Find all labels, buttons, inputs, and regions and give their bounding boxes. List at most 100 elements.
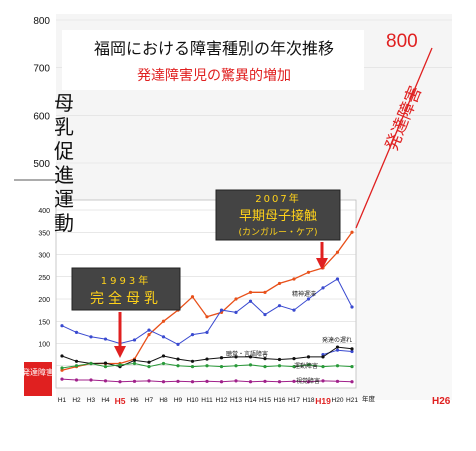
series-point-1 xyxy=(89,335,93,339)
x-tick-label: H5 xyxy=(115,396,126,406)
series-point-5 xyxy=(234,379,238,383)
annotation-2007-year: 2007年 xyxy=(255,192,300,205)
series-point-3 xyxy=(161,354,166,358)
y-tick-lower: 350 xyxy=(38,230,50,237)
title-box xyxy=(62,30,364,90)
series-point-1 xyxy=(60,324,64,328)
series-point-1 xyxy=(219,308,224,312)
annotation-2007-sub: (カンガルー・ケア) xyxy=(238,227,317,238)
x-tick-label: H7 xyxy=(145,397,154,404)
chart-title: 福岡における障害種別の年次推移 xyxy=(94,39,334,58)
series-point-3 xyxy=(321,355,325,359)
series-point-1 xyxy=(74,330,79,334)
x-extra-label: 年度 xyxy=(362,394,376,403)
series-point-1 xyxy=(234,310,238,314)
series-point-5 xyxy=(103,379,108,383)
series-point-4 xyxy=(147,365,151,369)
series-label-hearing: 聴覚・言語障害 xyxy=(226,350,268,358)
series-point-3 xyxy=(74,359,79,363)
series-point-3 xyxy=(176,357,180,361)
annotation-1993-box xyxy=(71,267,181,311)
series-point-1 xyxy=(306,297,311,301)
series-label-intellectual: 精神遅滞 xyxy=(292,290,316,298)
series-point-5 xyxy=(205,379,209,383)
series-point-5 xyxy=(292,379,296,383)
series-point-4 xyxy=(205,364,209,368)
series-point-4 xyxy=(234,364,238,368)
x-tick-label: H4 xyxy=(101,397,110,404)
series-point-0 xyxy=(277,281,282,286)
series-point-0 xyxy=(350,230,354,234)
x-tick-label: H18 xyxy=(303,397,315,404)
x-tick-label: H15 xyxy=(259,397,271,404)
annotation-2007-arrow-head xyxy=(316,258,328,270)
x-tick-label: H12 xyxy=(216,397,228,404)
series-point-5 xyxy=(321,379,325,383)
series-point-5 xyxy=(350,380,354,384)
series-point-1 xyxy=(292,308,296,312)
x-tick-label: H20 xyxy=(332,397,344,404)
series-point-1 xyxy=(161,335,166,339)
series-point-1 xyxy=(277,304,282,308)
series-point-1 xyxy=(132,338,137,342)
series-point-4 xyxy=(321,365,325,369)
series-point-2 xyxy=(321,353,325,357)
series-point-5 xyxy=(147,379,151,383)
series-label-delay: 発達の遅れ xyxy=(322,336,352,344)
x-tick-label: H10 xyxy=(187,397,199,404)
series-point-4 xyxy=(118,363,122,367)
series-point-4 xyxy=(176,364,180,368)
series-point-1 xyxy=(350,305,354,309)
series-point-5 xyxy=(132,379,137,383)
series-point-1 xyxy=(190,333,195,337)
series-point-5 xyxy=(89,378,93,382)
left-badge xyxy=(24,362,52,396)
series-point-0 xyxy=(248,290,253,294)
side-label-char: 動 xyxy=(54,211,74,235)
series-point-2 xyxy=(335,348,340,352)
series-point-0 xyxy=(190,295,195,299)
series-point-3 xyxy=(248,355,253,359)
x-tick-label: H2 xyxy=(72,397,81,404)
series-point-4 xyxy=(263,365,267,369)
x-tick-label: H19 xyxy=(315,396,331,406)
series-point-0 xyxy=(306,270,311,274)
series-point-1 xyxy=(248,299,253,303)
y-tick-upper: 600 xyxy=(33,111,50,122)
side-label-char: 運 xyxy=(54,187,74,211)
series-point-0 xyxy=(234,297,238,301)
y-tick-lower: 400 xyxy=(38,208,50,215)
series-point-4 xyxy=(103,365,108,369)
series-point-0 xyxy=(335,250,340,254)
x-tick-label: H17 xyxy=(288,397,300,404)
series-point-5 xyxy=(248,380,253,384)
series-point-1 xyxy=(103,337,108,341)
series-point-4 xyxy=(292,365,296,369)
series-point-3 xyxy=(234,355,238,359)
series-point-1 xyxy=(335,277,340,281)
series-point-0 xyxy=(161,319,166,323)
series-point-5 xyxy=(74,378,79,382)
series-point-3 xyxy=(292,357,296,361)
annotation-2007-box xyxy=(215,189,341,241)
series-point-4 xyxy=(306,363,311,367)
x-tick-label: H6 xyxy=(130,397,139,404)
series-point-3 xyxy=(350,347,354,351)
series-label-motor: 運動障害 xyxy=(294,362,318,370)
x-tick-label: H3 xyxy=(87,397,96,404)
y-tick-lower: 300 xyxy=(38,253,50,260)
side-label-char: 促 xyxy=(54,139,74,163)
x-tick-label: H16 xyxy=(274,397,286,404)
y-tick-upper: 700 xyxy=(33,64,50,75)
series-point-5 xyxy=(219,380,224,384)
series-point-5 xyxy=(190,380,195,384)
series-point-4 xyxy=(60,366,64,370)
series-point-5 xyxy=(306,380,311,384)
series-point-3 xyxy=(190,359,195,363)
series-point-5 xyxy=(60,377,64,381)
y-tick-upper: 500 xyxy=(33,159,50,170)
series-point-3 xyxy=(306,355,311,359)
series-point-4 xyxy=(350,365,354,369)
